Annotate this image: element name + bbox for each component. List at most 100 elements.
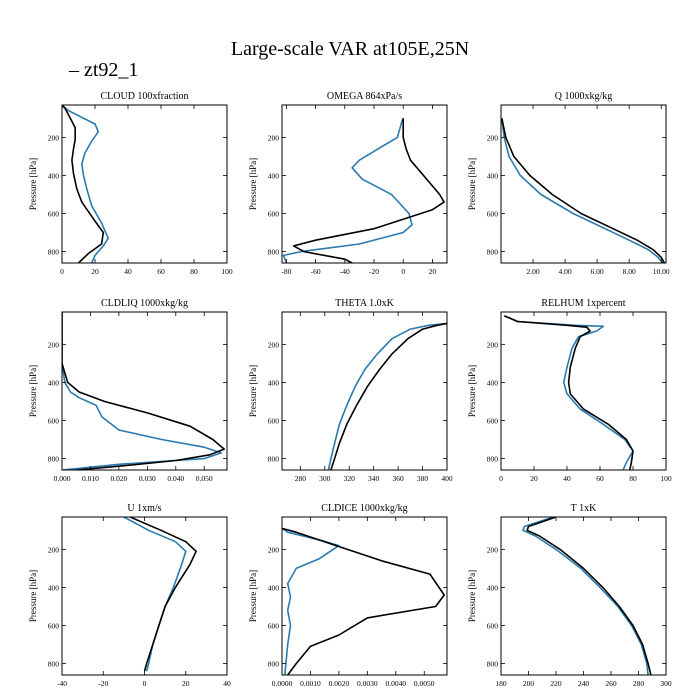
chart-panel: OMEGA 864xPa/s Pressure [hPa] -80 -60 -40 -20…: [248, 91, 448, 276]
y-tick-label: 800: [48, 660, 60, 669]
x-tick-label: 0.030: [139, 474, 156, 483]
series-line-2: [62, 312, 225, 470]
x-tick-label: 0.0030: [357, 679, 378, 688]
y-tick-label: 600: [48, 622, 60, 631]
chart-panel: THETA 1.0xK Pressure [hPa] 280 300 320 340 360…: [248, 298, 453, 483]
y-tick-label: 400: [268, 378, 280, 387]
panel-title: OMEGA 864xPa/s: [327, 91, 402, 102]
x-tick-label: 60: [596, 474, 604, 483]
y-axis-label: Pressure [hPa]: [467, 158, 477, 210]
x-tick-label: 200: [523, 679, 535, 688]
y-tick-label: 600: [48, 210, 60, 219]
series-line-1: [522, 517, 649, 675]
y-axis-label: Pressure [hPa]: [248, 158, 258, 210]
series-line-1: [282, 527, 340, 675]
y-tick-label: 800: [487, 455, 499, 464]
y-tick-label: 800: [268, 660, 280, 669]
x-tick-label: 10.00: [653, 267, 670, 276]
y-axis-label: Pressure [hPa]: [28, 158, 38, 210]
y-tick-label: 800: [48, 248, 60, 257]
panel-title: THETA 1.0xK: [335, 298, 394, 309]
plot-frame: [281, 311, 448, 471]
y-tick-label: 600: [48, 417, 60, 426]
plot-frame: [61, 311, 228, 471]
x-tick-label: 20: [91, 267, 99, 276]
series-line-1: [123, 517, 187, 672]
y-tick-label: 400: [48, 378, 60, 387]
x-tick-label: -40: [57, 679, 67, 688]
x-tick-label: 320: [344, 474, 356, 483]
chart-panel: T 1xK Pressure [hPa] 180 200 220 240 260 280 300…: [467, 503, 672, 688]
panel-title: CLOUD 100xfraction: [100, 91, 188, 102]
y-tick-label: 200: [268, 340, 280, 349]
panel-title: Q 1000xkg/kg: [555, 91, 613, 102]
chart-panel: RELHUM 1xpercent Pressure [hPa] 0 20 40 60 80 1…: [467, 298, 672, 483]
chart-panel: Q 1000xkg/kg Pressure [hPa] 2.00 4.00 6.00 8.…: [467, 91, 670, 276]
y-tick-label: 800: [268, 455, 280, 464]
y-axis-label: Pressure [hPa]: [248, 570, 258, 622]
series-line-1: [501, 118, 664, 263]
x-tick-label: -20: [98, 679, 108, 688]
chart-panel: U 1xm/s Pressure [hPa] -40 -20 0 20 40 200 400 60…: [28, 503, 231, 688]
chart-panel: CLOUD 100xfraction Pressure [hPa] 0 20 40 60 8…: [28, 91, 233, 276]
x-tick-label: 0.040: [167, 474, 184, 483]
y-axis-label: Pressure [hPa]: [467, 570, 477, 622]
x-tick-label: 40: [223, 679, 231, 688]
series-line-2: [129, 517, 197, 672]
x-tick-label: 6.00: [591, 267, 604, 276]
y-tick-label: 600: [487, 417, 499, 426]
x-tick-label: 280: [633, 679, 645, 688]
x-tick-label: 80: [190, 267, 198, 276]
y-tick-label: 200: [268, 545, 280, 554]
x-tick-label: 260: [605, 679, 617, 688]
x-tick-label: 0.010: [82, 474, 99, 483]
x-tick-label: -60: [311, 267, 321, 276]
x-tick-label: 8.00: [623, 267, 636, 276]
x-tick-label: 40: [124, 267, 132, 276]
x-tick-label: 0: [401, 267, 405, 276]
y-tick-label: 200: [487, 340, 499, 349]
series-line-1: [282, 118, 413, 263]
series-line-1: [327, 322, 447, 470]
x-tick-label: 60: [157, 267, 165, 276]
plot-frame: [500, 516, 667, 676]
panel-title: CLDLIQ 1000xkg/kg: [101, 298, 188, 309]
series-line-1: [62, 312, 223, 470]
plot-frame: [500, 311, 667, 471]
series-line-1: [503, 315, 634, 470]
y-tick-label: 400: [48, 171, 60, 180]
y-tick-label: 800: [48, 455, 60, 464]
x-tick-label: 0.000: [54, 474, 71, 483]
x-tick-label: 0.0050: [414, 679, 435, 688]
x-tick-label: 0.0010: [300, 679, 321, 688]
x-tick-label: 0: [499, 474, 503, 483]
x-tick-label: 100: [221, 267, 233, 276]
series-line-2: [501, 118, 666, 263]
y-tick-label: 600: [268, 622, 280, 631]
y-tick-label: 800: [268, 248, 280, 257]
x-tick-label: 380: [417, 474, 429, 483]
x-tick-label: 0.0000: [272, 679, 293, 688]
x-tick-label: 100: [660, 474, 672, 483]
x-tick-label: 0.020: [110, 474, 127, 483]
x-tick-label: 360: [392, 474, 404, 483]
plot-frame: [61, 104, 228, 264]
x-tick-label: 0: [60, 267, 64, 276]
x-tick-label: 20: [530, 474, 538, 483]
y-axis-label: Pressure [hPa]: [248, 365, 258, 417]
y-tick-label: 600: [487, 622, 499, 631]
y-tick-label: 600: [487, 210, 499, 219]
panel-title: RELHUM 1xpercent: [541, 298, 625, 309]
y-tick-label: 600: [268, 210, 280, 219]
y-tick-label: 200: [487, 133, 499, 142]
y-tick-label: 400: [487, 583, 499, 592]
y-tick-label: 400: [487, 378, 499, 387]
x-tick-label: 4.00: [559, 267, 572, 276]
x-tick-label: 20: [429, 267, 437, 276]
figure-legend: – zt92_1: [68, 59, 138, 81]
x-tick-label: 180: [495, 679, 507, 688]
x-tick-label: 280: [295, 474, 307, 483]
y-tick-label: 400: [487, 171, 499, 180]
x-tick-label: -40: [340, 267, 350, 276]
